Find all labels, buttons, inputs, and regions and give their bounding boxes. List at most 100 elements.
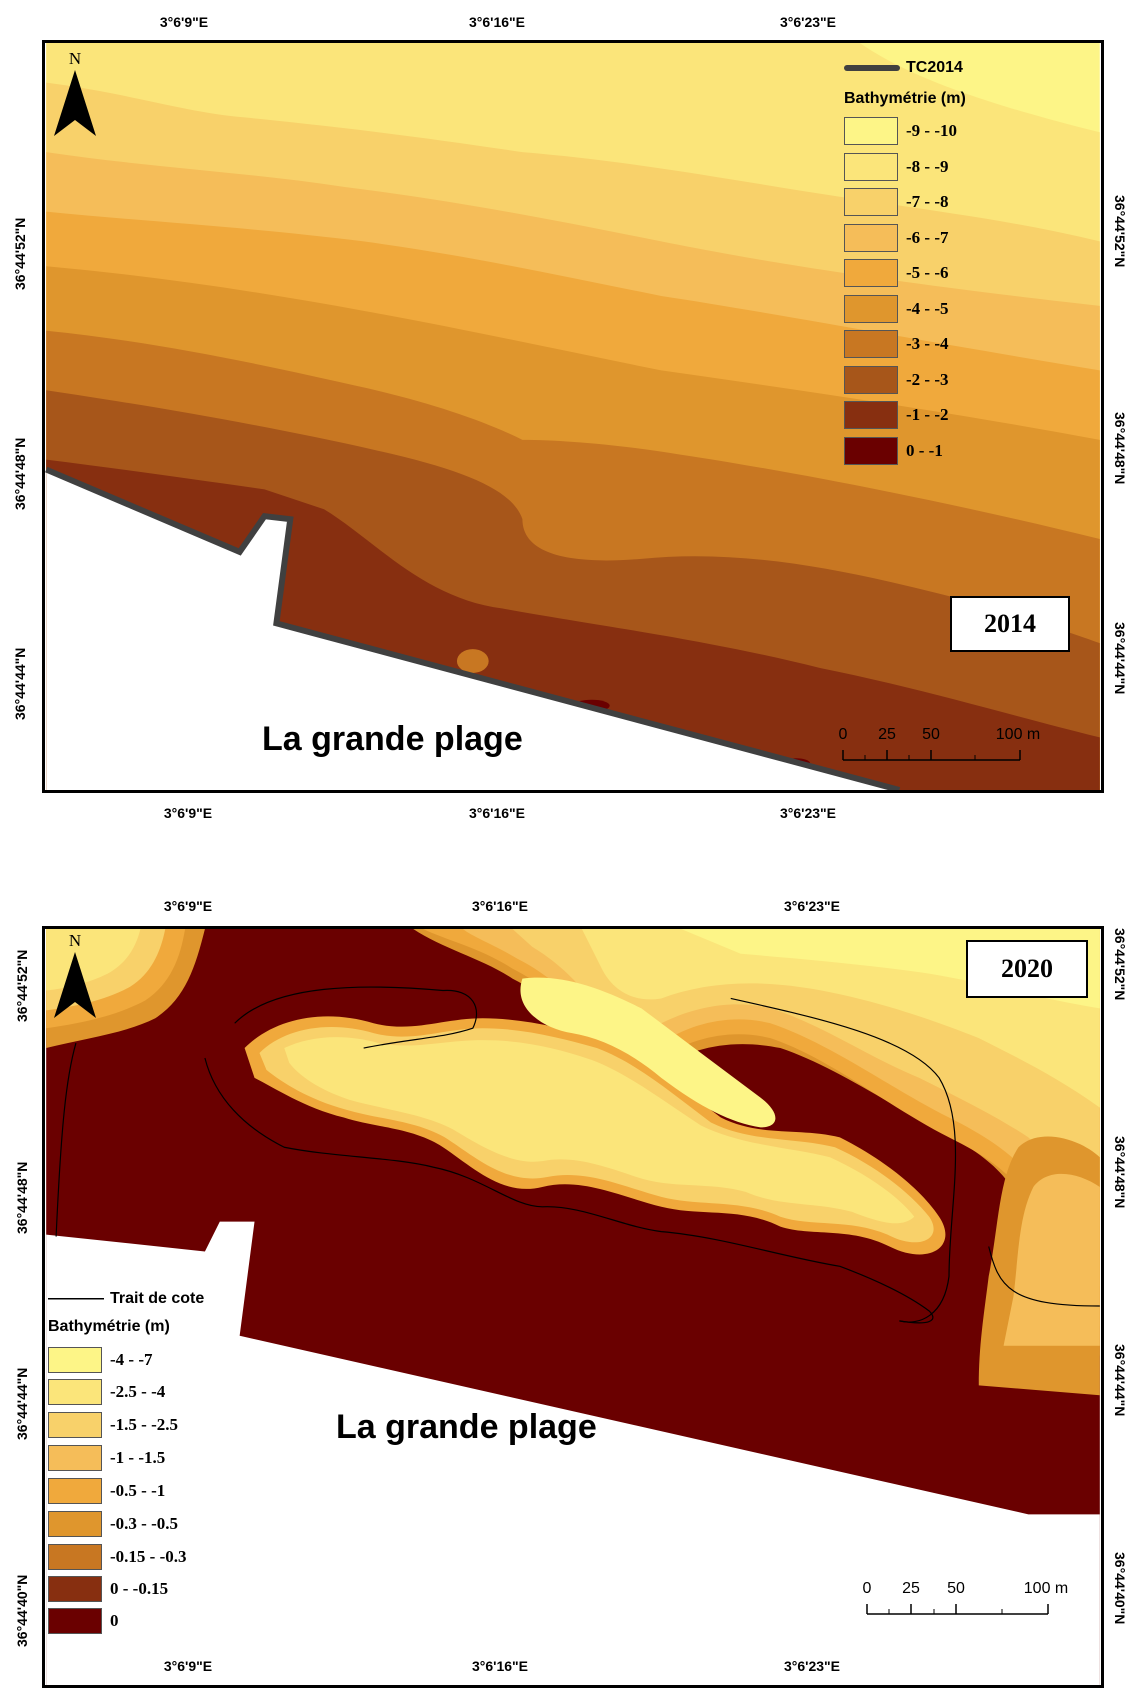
legend-swatch xyxy=(844,188,898,216)
legend-item: -0.3 - -0.5 xyxy=(48,1509,178,1539)
legend-item: -0.15 - -0.3 xyxy=(48,1542,186,1572)
legend-item: -1 - -1.5 xyxy=(48,1443,165,1473)
bottom-tick: 3°6'16"E xyxy=(468,805,526,821)
north-arrow-icon xyxy=(54,952,96,1018)
scale-label: 50 xyxy=(922,726,940,743)
legend-swatch xyxy=(844,224,898,252)
left-tick: 36°44'40"N xyxy=(14,1574,30,1647)
legend-swatch xyxy=(48,1445,102,1471)
shoreline-legend-item: TC2014 xyxy=(844,56,963,80)
shoreline-symbol xyxy=(48,1298,104,1300)
scale-label: 25 xyxy=(902,1580,920,1597)
legend-label: -4 - -5 xyxy=(906,299,949,318)
legend-label: -2.5 - -4 xyxy=(110,1382,166,1401)
legend-swatch xyxy=(48,1511,102,1537)
legend-label: -2 - -3 xyxy=(906,370,949,389)
top-tick: 3°6'16"E xyxy=(468,14,526,30)
legend-swatch xyxy=(844,259,898,287)
top-tick: 3°6'9"E xyxy=(159,14,209,30)
scale-label: 100 m xyxy=(1023,1580,1069,1597)
legend-swatch xyxy=(844,401,898,429)
legend-label: -0.5 - -1 xyxy=(110,1481,166,1500)
legend-swatch xyxy=(48,1478,102,1504)
right-tick: 36°44'44"N xyxy=(1112,622,1128,695)
bathymetry-map-2014 xyxy=(42,40,1104,793)
legend-label: -6 - -7 xyxy=(906,228,949,247)
legend-label: -9 - -10 xyxy=(906,121,957,140)
legend-2014: TC2014 Bathymétrie (m) -9 - -10 -8 - -9 … xyxy=(844,52,1034,482)
scale-bar: 0 25 50 100 m xyxy=(838,726,1040,770)
legend-label: -0.15 - -0.3 xyxy=(110,1547,187,1566)
right-tick: 36°44'44"N xyxy=(1112,1344,1128,1417)
legend-item: 0 xyxy=(48,1606,119,1636)
left-tick: 36°44'48"N xyxy=(14,1161,30,1234)
legend-item: -9 - -10 xyxy=(844,116,957,146)
legend-swatch xyxy=(844,330,898,358)
legend-label: -1.5 - -2.5 xyxy=(110,1415,178,1434)
top-tick: 3°6'9"E xyxy=(163,898,213,914)
place-label: La grande plage xyxy=(262,720,523,758)
map-2020: 3°6'9"E 3°6'16"E 3°6'23"E N xyxy=(0,880,1139,1688)
scale-label: 0 xyxy=(862,1580,872,1597)
right-tick: 36°44'48"N xyxy=(1112,412,1128,485)
legend-item: -8 - -9 xyxy=(844,152,948,182)
left-tick: 36°44'48"N xyxy=(12,437,28,510)
legend-item: -1.5 - -2.5 xyxy=(48,1410,178,1440)
legend-item: 0 - -0.15 xyxy=(48,1574,168,1604)
year-label: 2014 xyxy=(950,596,1070,652)
legend-item: -2.5 - -4 xyxy=(48,1377,165,1407)
legend-label: 0 - -0.15 xyxy=(110,1579,169,1598)
legend-swatch xyxy=(48,1544,102,1570)
legend-swatch xyxy=(844,295,898,323)
legend-swatch xyxy=(844,153,898,181)
bottom-tick: 3°6'23"E xyxy=(783,1658,841,1674)
right-tick: 36°44'52"N xyxy=(1112,195,1128,268)
scale-label: 25 xyxy=(878,726,896,743)
north-arrow: N xyxy=(52,50,98,143)
legend-swatch xyxy=(844,366,898,394)
scale-bar: 0 25 50 100 m xyxy=(862,1580,1068,1624)
legend-label: -7 - -8 xyxy=(906,192,949,211)
legend-item: -5 - -6 xyxy=(844,258,948,288)
legend-label: -1 - -2 xyxy=(906,405,949,424)
legend-2020: Trait de cote Bathymétrie (m) -4 - -7 -2… xyxy=(48,1288,288,1634)
year-label: 2020 xyxy=(966,940,1088,998)
north-arrow-icon xyxy=(54,70,96,136)
bottom-tick: 3°6'9"E xyxy=(163,1658,213,1674)
shoreline-legend-item: Trait de cote xyxy=(48,1288,204,1310)
right-tick: 36°44'40"N xyxy=(1112,1552,1128,1625)
left-tick: 36°44'52"N xyxy=(12,217,28,290)
shoreline-label: TC2014 xyxy=(906,59,963,76)
legend-swatch xyxy=(48,1412,102,1438)
scale-label: 0 xyxy=(838,726,848,743)
right-tick: 36°44'48"N xyxy=(1112,1136,1128,1209)
legend-item: -4 - -5 xyxy=(844,294,948,324)
right-tick: 36°44'52"N xyxy=(1112,928,1128,1001)
legend-swatch xyxy=(48,1576,102,1602)
bottom-tick: 3°6'23"E xyxy=(779,805,837,821)
map-2014: 3°6'9"E 3°6'16"E 3°6'23"E N TC2014 Bathy… xyxy=(0,0,1139,830)
left-tick: 36°44'44"N xyxy=(12,647,28,720)
legend-swatch xyxy=(48,1379,102,1405)
legend-item: -4 - -7 xyxy=(48,1345,152,1375)
top-tick: 3°6'23"E xyxy=(779,14,837,30)
left-tick: 36°44'44"N xyxy=(14,1367,30,1440)
top-tick: 3°6'16"E xyxy=(471,898,529,914)
bottom-tick: 3°6'16"E xyxy=(471,1658,529,1674)
place-label: La grande plage xyxy=(336,1408,597,1446)
legend-swatch xyxy=(48,1347,102,1373)
legend-label: -8 - -9 xyxy=(906,157,949,176)
legend-item: 0 - -1 xyxy=(844,436,943,466)
legend-item: -7 - -8 xyxy=(844,187,948,217)
bottom-tick: 3°6'9"E xyxy=(163,805,213,821)
legend-item: -2 - -3 xyxy=(844,365,948,395)
scale-label: 100 m xyxy=(995,726,1041,743)
legend-label: 0 - -1 xyxy=(906,441,943,460)
north-label: N xyxy=(68,49,82,68)
legend-label: -1 - -1.5 xyxy=(110,1448,166,1467)
legend-item: -1 - -2 xyxy=(844,400,948,430)
legend-swatch xyxy=(844,437,898,465)
shoreline-label: Trait de cote xyxy=(110,1290,205,1307)
north-label: N xyxy=(68,931,82,950)
legend-item: -6 - -7 xyxy=(844,223,948,253)
